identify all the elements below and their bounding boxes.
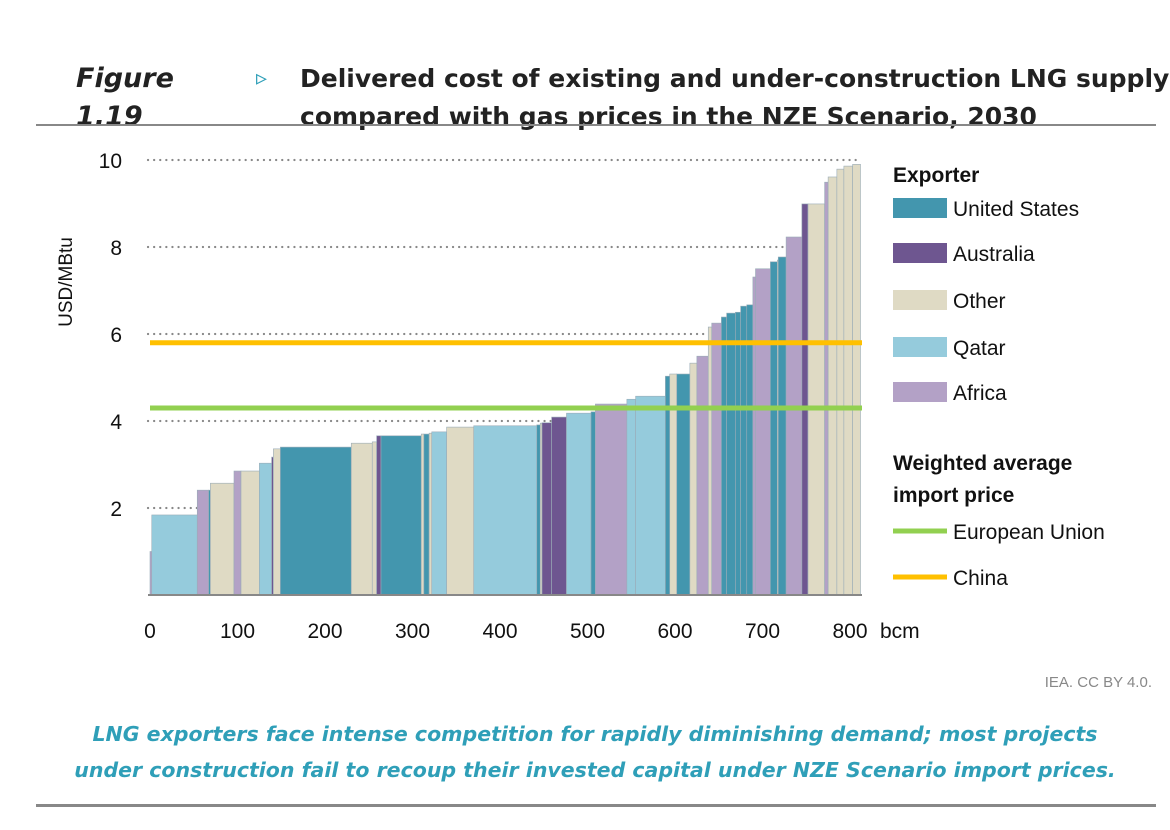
bar-united-states [777,256,787,596]
bar-australia [541,422,552,596]
x-tick-label: 800 [832,620,867,643]
bar-africa [233,470,242,596]
source-note: IEA. CC BY 4.0. [1044,674,1152,691]
bar-united-states [590,411,596,596]
bar-other [836,168,845,596]
legend-title-exporter: Exporter [893,164,979,187]
bar-other [428,432,433,596]
bar-qatar [259,462,272,596]
legend-label: Australia [953,243,1035,266]
bar-united-states [726,312,736,596]
bar-africa [755,268,771,596]
bar-africa [696,355,709,596]
bar-africa [196,489,209,596]
bar-other [273,448,281,596]
bar-other [689,362,698,596]
bar-australia [376,435,382,596]
bottom-divider [36,804,1156,807]
y-tick-label: 2 [110,498,122,521]
caption-line-1: LNG exporters face intense competition f… [92,722,1098,746]
bar-other [707,326,713,596]
bar-other [807,203,825,596]
bar-united-states [740,305,748,596]
bar-australia [801,203,809,596]
legend-swatch-australia [893,243,947,263]
title-line-1: Delivered cost of existing and under-con… [300,64,1170,93]
y-tick-label: 8 [110,237,122,260]
bar-qatar [431,431,447,596]
legend-swatch-united-states [893,198,947,218]
legend-label: Qatar [953,337,1006,360]
x-tick-label: 700 [745,620,780,643]
figure-label: Figure 1.19 [76,63,174,132]
bar-africa [785,236,803,596]
bar-united-states [735,311,741,596]
x-tick-label: 500 [570,620,605,643]
y-axis-label: USD/MBtu [56,237,77,327]
legend-label: Africa [953,382,1007,405]
bar-united-states [746,304,754,596]
legend-label: United States [953,198,1079,221]
bar-other [210,482,235,596]
legend-title-prices: Weighted average [893,452,1072,475]
caption-line-2: under construction fail to recoup their … [74,758,1116,782]
bar-other [240,470,260,596]
figure-marker-icon: ▹ [256,66,268,91]
bar-australia [551,416,567,596]
bar-qatar [566,412,592,596]
bar-united-states [536,424,541,596]
legend-label: China [953,567,1008,590]
legend-swatch-qatar [893,337,947,357]
bar-united-states [423,433,430,596]
x-axis-label: bcm [880,620,920,643]
top-divider [36,124,1156,126]
bar-qatar [151,514,198,596]
bar-other [843,165,853,596]
bar-united-states [721,316,727,596]
y-tick-label: 10 [99,150,122,173]
y-tick-label: 4 [110,411,122,434]
y-tick-label: 6 [110,324,122,347]
bar-africa [595,403,628,596]
bar-other [420,433,425,596]
x-tick-label: 600 [657,620,692,643]
bar-united-states [380,435,422,596]
bar-other [371,441,377,596]
x-tick-label: 400 [482,620,517,643]
legend-swatch-africa [893,382,947,402]
legend-label: Other [953,290,1006,313]
bar-qatar [626,398,636,596]
x-tick-label: 0 [144,620,156,643]
bar-africa [711,322,722,596]
bar-other [350,442,373,596]
x-tick-label: 200 [307,620,342,643]
x-tick-label: 300 [395,620,430,643]
legend-title-prices: import price [893,484,1014,507]
bar-qatar [635,395,666,596]
x-tick-label: 100 [220,620,255,643]
bar-africa [824,181,829,596]
bar-united-states [770,261,778,596]
bar-united-states [280,446,352,596]
bar-africa [752,276,756,596]
bar-other [827,176,838,596]
legend-label: European Union [953,521,1105,544]
title-line-2: compared with gas prices in the NZE Scen… [300,102,1037,131]
bar-qatar [473,425,538,596]
bar-other [446,426,475,596]
bar-other [852,164,861,596]
legend-swatch-other [893,290,947,310]
